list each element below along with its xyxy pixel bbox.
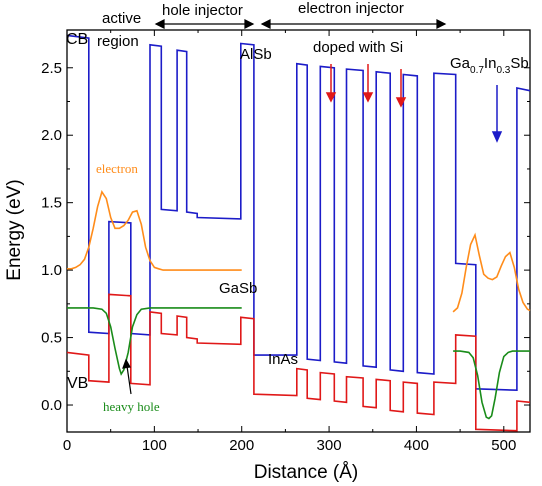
doping-arrow-2: [362, 64, 374, 103]
vb-label: VB: [67, 375, 88, 392]
gasb-label: GaSb: [219, 280, 257, 297]
x-tick-label-300: 300: [317, 437, 342, 454]
plot-frame: [66, 29, 531, 433]
ga-symbol: Ga: [450, 55, 471, 72]
y-tick-label-1.5: 1.5: [41, 195, 62, 212]
data-marks: [66, 34, 531, 432]
tick-marks: 0 100 200 300 400 500 0.0 0.5 1.0 1.5 2.0 2.5: [41, 30, 530, 454]
ga-subscript: 0.7: [470, 65, 484, 76]
series-heavy-hole-right: [453, 350, 530, 420]
hole-injector-arrow: [154, 19, 255, 29]
series-heavy-hole: [67, 307, 242, 376]
doping-arrow-1: [325, 64, 337, 103]
y-tick-label-0: 0.0: [41, 397, 62, 414]
cb-label: CB: [66, 31, 88, 48]
series-electron-right: [452, 232, 531, 313]
series-cb: [66, 34, 531, 392]
x-tick-label-100: 100: [142, 437, 167, 454]
x-tick-label-200: 200: [229, 437, 254, 454]
active-region-label-line1: active: [102, 10, 141, 27]
y-tick-label-1: 1.0: [41, 262, 62, 279]
electron-injector-arrow: [260, 19, 447, 29]
hole-injector-label: hole injector: [162, 2, 243, 19]
x-tick-label-500: 500: [491, 437, 516, 454]
active-region-label-line2: region: [97, 33, 139, 50]
y-axis-label: Energy (eV): [4, 179, 25, 280]
axes-frame: [66, 29, 531, 433]
electron-label: electron: [96, 161, 138, 176]
series-vb: [66, 293, 531, 432]
gainsb-arrow: [491, 85, 503, 143]
x-axis-label: Distance (Å): [254, 462, 359, 483]
y-tick-label-0.5: 0.5: [41, 330, 62, 347]
doping-arrow-3: [395, 69, 407, 108]
doped-with-si-label: doped with Si: [313, 39, 403, 56]
x-tick-label-400: 400: [404, 437, 429, 454]
heavy-hole-label: heavy hole: [103, 399, 160, 414]
y-tick-label-2.5: 2.5: [41, 60, 62, 77]
y-tick-label-2: 2.0: [41, 127, 62, 144]
alsb-label: AlSb: [240, 46, 272, 63]
in-symbol: In: [484, 55, 497, 72]
electron-injector-label: electron injector: [298, 0, 404, 17]
in-subscript: 0.3: [496, 65, 510, 76]
x-tick-label-0: 0: [63, 437, 71, 454]
inas-label: InAs: [268, 351, 298, 368]
sb-symbol: Sb: [510, 55, 528, 72]
gainsb-label: Ga0.7In0.3Sb: [450, 55, 529, 76]
heavy-hole-pointer-arrow: [122, 358, 132, 395]
series-electron: [67, 190, 242, 271]
